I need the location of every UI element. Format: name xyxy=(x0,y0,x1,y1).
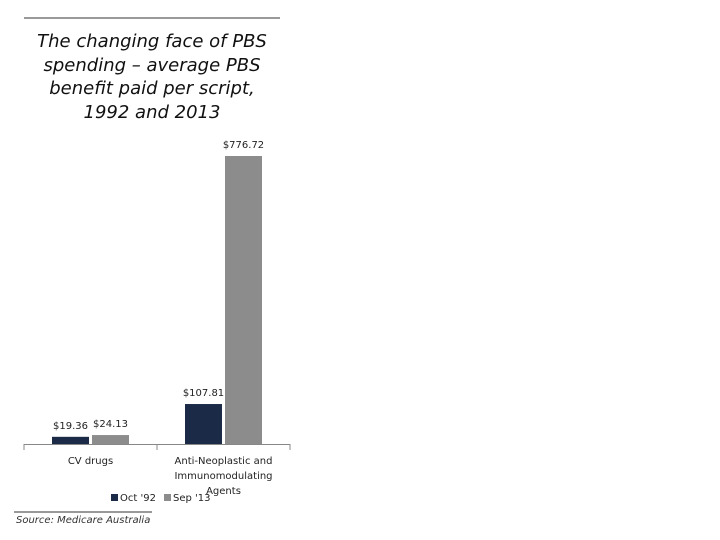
legend-label: Sep '13 xyxy=(173,493,211,504)
legend-label: Oct '92 xyxy=(120,493,156,504)
value-label: $776.72 xyxy=(223,140,264,151)
bar xyxy=(225,156,262,444)
bar xyxy=(185,404,222,444)
legend-swatch xyxy=(164,494,171,501)
bar xyxy=(92,435,129,444)
bar xyxy=(52,436,89,444)
x-tick-label: CV drugs xyxy=(67,456,114,467)
x-tick-label: Anti-Neoplastic and Immunomodulating Age… xyxy=(174,456,273,497)
value-label: $107.81 xyxy=(183,388,224,399)
chart-title: The changing face of PBS spending – aver… xyxy=(37,31,267,123)
legend-swatch xyxy=(111,494,118,501)
source: Source: Medicare Australia xyxy=(16,515,151,526)
value-label: $24.13 xyxy=(93,419,128,430)
value-label: $19.36 xyxy=(53,421,88,432)
